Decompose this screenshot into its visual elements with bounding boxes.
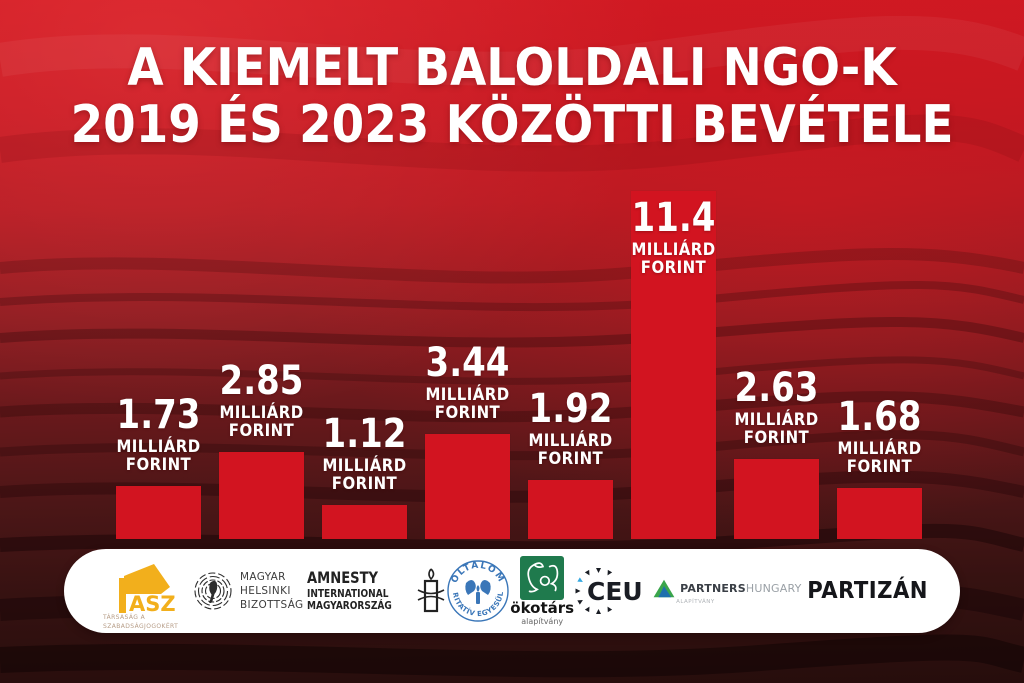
partners-wordmark: PARTNERSHUNGARY <box>680 581 802 595</box>
value-number: 2.63 <box>734 364 819 411</box>
value-number: 1.92 <box>528 386 613 433</box>
bar <box>322 504 407 539</box>
svg-text:CEU: CEU <box>587 577 643 606</box>
value-unit: FORINT <box>331 473 398 494</box>
okotars-caption: alapítvány <box>521 617 564 627</box>
tasz-icon: ASZ <box>119 564 176 613</box>
value-number: 1.12 <box>322 410 407 457</box>
logo-partners-hungary: PARTNERSHUNGARY ALAPÍTVÁNY <box>652 578 801 605</box>
okotars-wordmark: ökotárs <box>510 598 575 617</box>
svg-text:ASZ: ASZ <box>129 592 176 613</box>
logo-pill: ASZ TÁRSASÁG A SZABADSÁGJOGOKÉRT MAGYAR <box>64 549 960 633</box>
tasz-caption: TÁRSASÁG A SZABADSÁGJOGOKÉRT <box>103 614 179 630</box>
value-number: 2.85 <box>219 358 304 405</box>
bar-value-label: 2.63 MILLIÁRD FORINT <box>706 364 847 448</box>
bar-value-label: 2.85 MILLIÁRD FORINT <box>191 358 332 442</box>
partizan-wordmark: PARTIZÁN <box>806 578 928 604</box>
value-number: 1.68 <box>837 393 922 440</box>
okotars-owl-icon <box>520 555 565 600</box>
value-unit: FORINT <box>228 421 295 442</box>
partners-caption: ALAPÍTVÁNY <box>676 598 715 605</box>
value-unit: MILLIÁRD <box>219 403 304 424</box>
helsinki-text: MAGYAR HELSINKI BIZOTTSÁG <box>240 569 304 612</box>
value-number: 3.44 <box>425 340 510 387</box>
value-unit: FORINT <box>743 427 810 448</box>
amnesty-candle-icon <box>417 568 445 613</box>
value-number: 1.73 <box>116 392 201 439</box>
helsinki-fingerprint-icon <box>194 572 232 610</box>
title-line-2: 2019 ÉS 2023 KÖZÖTTI BEVÉTELE <box>70 95 954 156</box>
bar-value-label: 1.12 MILLIÁRD FORINT <box>294 410 435 494</box>
bar <box>734 458 819 539</box>
bar <box>631 191 716 539</box>
value-unit: MILLIÁRD <box>425 385 510 406</box>
bar-value-label: 1.73 MILLIÁRD FORINT <box>88 392 229 476</box>
bar-value-label: 11.4 MILLIÁRD FORINT <box>603 195 744 279</box>
logo-partizan: PARTIZÁN <box>802 578 933 604</box>
amnesty-text: AMNESTY INTERNATIONAL MAGYARORSZÁG <box>306 568 392 613</box>
value-unit: FORINT <box>125 455 192 476</box>
value-unit: MILLIÁRD <box>837 438 922 459</box>
value-unit: FORINT <box>434 403 501 424</box>
oltalom-emblem-icon: OLTALOM KARITATÍV EGYESÜLET <box>446 559 509 622</box>
bar-chart: 1.73 MILLIÁRD FORINT 2.85 MILLIÁRD FORINT 1.12… <box>116 0 922 539</box>
value-unit: MILLIÁRD <box>631 240 716 261</box>
value-unit: FORINT <box>537 449 604 470</box>
value-unit: FORINT <box>846 456 913 477</box>
ceu-icon: CEU <box>575 568 643 614</box>
value-unit: MILLIÁRD <box>528 431 613 452</box>
bar-value-label: 1.68 MILLIÁRD FORINT <box>809 393 950 477</box>
bar <box>116 486 201 539</box>
logo-ceu: CEU <box>574 562 652 620</box>
logo-tasz: ASZ TÁRSASÁG A SZABADSÁGJOGOKÉRT <box>100 561 192 631</box>
logo-oltalom: OLTALOM KARITATÍV EGYESÜLET <box>446 559 510 623</box>
page-title: A KIEMELT BALOLDALI NGO-K 2019 ÉS 2023 K… <box>51 38 973 156</box>
value-number: 11.4 <box>631 195 716 242</box>
logo-helsinki: MAGYAR HELSINKI BIZOTTSÁG <box>192 570 307 613</box>
bar-value-label: 1.92 MILLIÁRD FORINT <box>500 386 641 470</box>
bar <box>425 434 510 539</box>
bar-value-label: 3.44 MILLIÁRD FORINT <box>397 340 538 424</box>
value-unit: MILLIÁRD <box>116 437 201 458</box>
logo-okotars: ökotárs alapítvány <box>510 555 575 627</box>
value-unit: MILLIÁRD <box>734 409 819 430</box>
bar <box>837 487 922 539</box>
bar <box>219 452 304 539</box>
partners-triangle-icon <box>653 579 675 597</box>
value-unit: FORINT <box>640 258 707 279</box>
title-line-1: A KIEMELT BALOLDALI NGO-K <box>127 38 897 98</box>
logo-amnesty: AMNESTY INTERNATIONAL MAGYARORSZÁG <box>307 567 446 615</box>
value-unit: MILLIÁRD <box>322 455 407 476</box>
bar <box>528 480 613 539</box>
